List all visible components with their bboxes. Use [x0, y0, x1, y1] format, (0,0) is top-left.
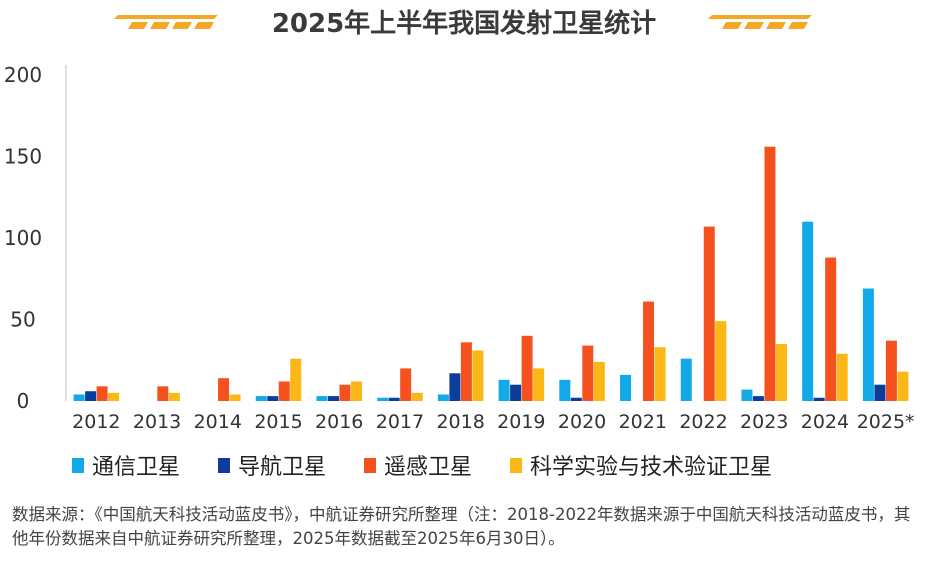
x-tick-label: 2019: [497, 411, 545, 433]
x-tick-label: 2024: [801, 411, 849, 433]
bar: [813, 397, 825, 401]
bar: [582, 345, 594, 401]
bar: [620, 374, 632, 401]
title-decoration-left: [114, 15, 218, 29]
y-tick-label: 100: [4, 226, 42, 250]
bar: [96, 386, 108, 401]
title-row: 2025年上半年我国发射卫星统计: [0, 0, 928, 46]
x-tick-label: 2016: [315, 411, 363, 433]
legend-swatch: [364, 457, 377, 473]
bar: [278, 381, 290, 401]
bar: [654, 347, 666, 401]
page-title: 2025年上半年我国发射卫星统计: [271, 9, 657, 39]
bar: [643, 301, 655, 401]
bar: [73, 394, 85, 401]
chart-legend: 通信卫星 导航卫星 遥感卫星 科学实验与技术验证卫星: [72, 447, 810, 483]
legend-swatch: [218, 457, 231, 473]
bar: [570, 397, 582, 401]
bar: [862, 288, 874, 401]
bar: [874, 384, 886, 401]
bar: [411, 392, 423, 401]
bar: [157, 386, 169, 401]
legend-item: 科学实验与技术验证卫星: [510, 449, 772, 481]
bar: [715, 321, 727, 401]
legend-label: 科学实验与技术验证卫星: [530, 455, 773, 480]
bar: [885, 340, 897, 401]
bar: [168, 392, 180, 401]
bar: [510, 384, 522, 401]
x-tick-label: 2014: [194, 411, 242, 433]
bar: [764, 146, 776, 401]
bar: [460, 342, 472, 401]
bar: [680, 358, 692, 401]
bar: [802, 221, 814, 401]
bar: [498, 379, 510, 401]
bar: [593, 361, 605, 401]
bar: [339, 384, 351, 401]
y-tick-label: 150: [4, 145, 42, 169]
bar: [775, 343, 787, 401]
source-note: 数据来源：《中国航天科技活动蓝皮书》，中航证券研究所整理（注：2018-2022…: [12, 505, 911, 548]
bar: [559, 379, 571, 401]
legend-item: 遥感卫星: [364, 449, 472, 481]
bar: [85, 391, 97, 401]
x-tick-label: 2020: [558, 411, 606, 433]
legend-swatch: [510, 457, 523, 473]
legend-item: 导航卫星: [218, 449, 326, 481]
bar: [218, 378, 230, 401]
bar: [521, 335, 533, 401]
bar: [533, 368, 545, 401]
bar: [290, 358, 302, 401]
x-tick-label: 2013: [133, 411, 181, 433]
bar: [316, 396, 328, 401]
bar: [350, 381, 362, 401]
bar: [703, 226, 715, 401]
bar-chart: 0 50 100 150 200 2012 2013 2014 2015 2016 2017 2018…: [4, 63, 915, 433]
x-tick-label: 2015: [254, 411, 302, 433]
y-tick-label: 50: [10, 308, 35, 332]
bar: [388, 397, 400, 401]
x-tick-label: 2021: [619, 411, 667, 433]
bar: [741, 389, 753, 401]
title-decoration-right: [708, 15, 812, 29]
bar: [437, 394, 449, 401]
y-tick-label: 200: [4, 63, 42, 87]
bar: [897, 371, 909, 401]
bar: [327, 396, 339, 401]
x-tick-label: 2025*: [857, 411, 915, 433]
legend-swatch: [72, 457, 84, 473]
bar: [255, 396, 267, 401]
bar: [108, 392, 120, 401]
bar: [825, 257, 837, 401]
legend-label: 导航卫星: [238, 455, 327, 480]
bar: [229, 394, 241, 401]
x-tick-label: 2023: [740, 411, 788, 433]
bar: [377, 397, 389, 401]
legend-item: 通信卫星: [72, 449, 180, 481]
y-tick-label: 0: [17, 389, 30, 413]
bar: [752, 396, 764, 401]
bar: [400, 368, 412, 401]
bar: [267, 396, 279, 401]
x-tick-label: 2018: [436, 411, 484, 433]
x-tick-label: 2017: [376, 411, 424, 433]
bar: [449, 373, 461, 401]
bar: [836, 353, 848, 401]
x-tick-label: 2022: [679, 411, 727, 433]
legend-label: 遥感卫星: [384, 455, 473, 480]
bar: [472, 350, 484, 401]
x-tick-label: 2012: [72, 411, 120, 433]
legend-label: 通信卫星: [92, 455, 181, 480]
